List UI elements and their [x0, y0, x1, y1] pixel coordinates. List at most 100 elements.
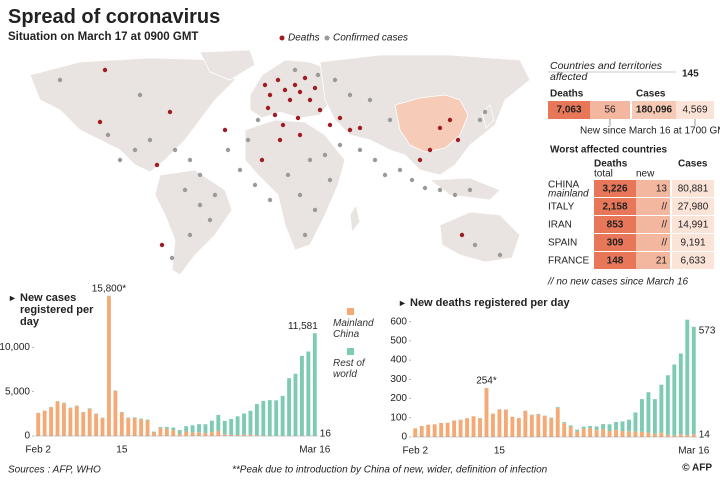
death-dot: [292, 82, 298, 88]
y-tick-label: 0: [401, 432, 407, 443]
bar: [665, 375, 670, 435]
country-detail: mainland: [548, 189, 589, 200]
bar: [107, 295, 111, 297]
bar: [491, 413, 495, 437]
bar: [184, 431, 189, 436]
bar: [691, 434, 696, 437]
case-dot: [117, 157, 123, 163]
country: FRANCE: [548, 256, 589, 267]
death-dot: [280, 122, 286, 128]
marker: ►: [8, 293, 17, 303]
cell: [636, 198, 670, 215]
bar: [445, 422, 450, 437]
deaths-header: Deaths: [594, 159, 628, 170]
bar: [510, 416, 515, 437]
death-dot: [265, 105, 271, 111]
y-tick-label: 600: [390, 316, 407, 327]
bar: [229, 418, 234, 435]
x-tick-label: 15: [116, 445, 128, 456]
cell: [590, 101, 630, 119]
bar: [601, 424, 606, 429]
cell: [672, 198, 714, 215]
cell: [672, 252, 714, 269]
bar: [652, 399, 657, 434]
bar: [672, 364, 677, 436]
bar: [536, 414, 541, 437]
case-dot: [367, 97, 373, 103]
bar: [306, 351, 311, 436]
case-dot: [137, 92, 143, 98]
bar: [164, 426, 169, 429]
bar: [678, 434, 683, 437]
case-dot: [172, 147, 178, 153]
cases-total: 180,096: [636, 105, 673, 116]
bar: [216, 430, 221, 436]
bar: [614, 429, 618, 437]
bar: [575, 429, 580, 432]
legend-swatch: [324, 35, 330, 41]
case-dot: [397, 167, 403, 173]
bar: [203, 433, 208, 436]
continent: [439, 211, 521, 263]
cell: [594, 234, 636, 251]
case-dot: [472, 242, 478, 248]
y-tick-label: 10,000: [0, 342, 30, 353]
deaths-total: 7,063: [556, 105, 581, 116]
y-tick-label: 100: [390, 412, 407, 423]
bar: [555, 408, 560, 437]
footer-note: **Peak due to introduction by China of n…: [232, 465, 548, 476]
bar: [652, 433, 657, 437]
bar: [197, 424, 201, 433]
bar: [242, 434, 246, 436]
bar: [254, 404, 259, 436]
case-dot: [372, 157, 378, 163]
country-count: 145: [682, 69, 699, 80]
bar: [594, 426, 599, 431]
death-dot: [455, 137, 461, 143]
annotation: 15,800*: [92, 283, 127, 294]
country: ITALY: [548, 202, 575, 213]
bar: [542, 416, 547, 437]
bar: [685, 319, 690, 436]
bar: [164, 428, 169, 436]
cell: [636, 216, 670, 233]
cases-label: Cases: [636, 89, 666, 100]
legend-swatch: [347, 308, 354, 315]
bar: [126, 418, 131, 436]
case-dot: [497, 252, 503, 258]
bar: [614, 422, 618, 430]
bar: [640, 431, 644, 437]
continent: [154, 169, 233, 276]
bar: [190, 432, 195, 436]
bar: [555, 407, 560, 409]
case-dot: [147, 137, 153, 143]
legend-swatch: [347, 348, 354, 355]
bar: [659, 384, 664, 433]
bar: [640, 399, 644, 432]
death-dot: [272, 112, 278, 118]
death-dot: [277, 137, 283, 143]
bar: [126, 417, 131, 419]
case-dot: [322, 152, 328, 158]
continent: [29, 57, 236, 173]
x-tick-label: Feb 2: [25, 445, 51, 456]
death-dot: [262, 82, 268, 88]
country: IRAN: [548, 220, 572, 231]
case-dot: [347, 92, 353, 98]
bar: [152, 431, 156, 433]
case-dot: [332, 77, 338, 83]
death-dot: [312, 85, 318, 91]
bar: [594, 430, 599, 437]
case-dot: [382, 172, 388, 178]
bar: [145, 419, 150, 421]
bar: [287, 378, 291, 436]
case-dot: [182, 187, 188, 193]
bar: [293, 373, 298, 436]
bar: [74, 405, 79, 436]
bar: [49, 407, 54, 436]
bar: [432, 424, 437, 437]
bar: [627, 419, 631, 432]
bar: [139, 418, 144, 420]
